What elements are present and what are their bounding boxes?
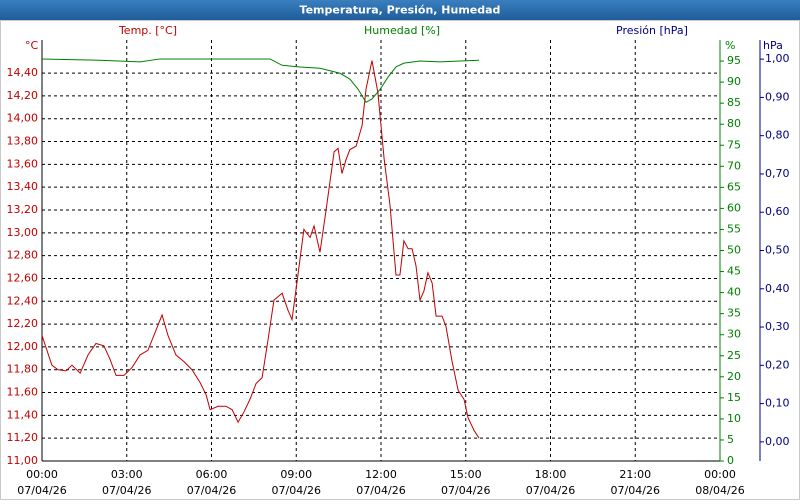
y-tick-label: 12,60 bbox=[7, 271, 39, 284]
legend-entry: Temp. [°C] bbox=[118, 24, 177, 37]
y-tick-label: 11,80 bbox=[7, 363, 39, 376]
y2-tick-label: 55 bbox=[727, 222, 741, 235]
x-tick-date: 07/04/26 bbox=[187, 484, 236, 497]
x-tick-date: 07/04/26 bbox=[272, 484, 321, 497]
x-tick-label: 09:00 bbox=[280, 468, 312, 481]
x-tick-label: 18:00 bbox=[535, 468, 567, 481]
legend-entry: Humedad [%] bbox=[364, 24, 440, 37]
y2-tick-label: 35 bbox=[727, 307, 741, 320]
y3-tick-label: 0,70 bbox=[765, 167, 790, 180]
y3-tick-label: 1,00 bbox=[765, 52, 790, 65]
x-tick-date: 07/04/26 bbox=[17, 484, 66, 497]
y2-tick-label: 70 bbox=[727, 159, 741, 172]
y-unit: °C bbox=[25, 39, 39, 52]
y2-unit: % bbox=[725, 39, 735, 52]
legend-entry: Presión [hPa] bbox=[616, 24, 688, 37]
y2-tick-label: 60 bbox=[727, 201, 741, 214]
series-line bbox=[41, 58, 480, 103]
x-tick-date: 08/04/26 bbox=[695, 484, 744, 497]
x-tick-label: 06:00 bbox=[196, 468, 228, 481]
y3-tick-label: 0,40 bbox=[765, 282, 790, 295]
x-tick-date: 07/04/26 bbox=[611, 484, 660, 497]
y-tick-label: 13,80 bbox=[7, 135, 39, 148]
y-tick-label: 11,20 bbox=[7, 431, 39, 444]
y3-tick-label: 0,20 bbox=[765, 358, 790, 371]
y-tick-label: 12,80 bbox=[7, 249, 39, 262]
x-tick-label: 00:00 bbox=[704, 468, 736, 481]
series-line bbox=[41, 60, 480, 439]
y2-tick-label: 5 bbox=[727, 433, 734, 446]
y-tick-label: 13,20 bbox=[7, 203, 39, 216]
x-tick-date: 07/04/26 bbox=[102, 484, 151, 497]
y3-tick-label: 0,10 bbox=[765, 397, 790, 410]
y-tick-label: 14,20 bbox=[7, 89, 39, 102]
y2-tick-label: 80 bbox=[727, 117, 741, 130]
y-tick-label: 11,40 bbox=[7, 408, 39, 421]
y-tick-label: 11,60 bbox=[7, 386, 39, 399]
x-tick-label: 15:00 bbox=[450, 468, 482, 481]
y2-tick-label: 30 bbox=[727, 328, 741, 341]
y2-tick-label: 15 bbox=[727, 391, 741, 404]
x-tick-label: 21:00 bbox=[619, 468, 651, 481]
x-tick-date: 07/04/26 bbox=[441, 484, 490, 497]
y3-tick-label: 0,60 bbox=[765, 205, 790, 218]
y2-tick-label: 90 bbox=[727, 75, 741, 88]
y2-tick-label: 25 bbox=[727, 349, 741, 362]
y-tick-label: 13,40 bbox=[7, 180, 39, 193]
x-tick-label: 12:00 bbox=[365, 468, 397, 481]
y-tick-label: 13,00 bbox=[7, 226, 39, 239]
y-tick-label: 14,00 bbox=[7, 112, 39, 125]
y3-unit: hPa bbox=[763, 39, 783, 52]
y2-tick-label: 85 bbox=[727, 96, 741, 109]
y-tick-label: 12,20 bbox=[7, 317, 39, 330]
x-tick-date: 07/04/26 bbox=[526, 484, 575, 497]
x-tick-date: 07/04/26 bbox=[356, 484, 405, 497]
y3-tick-label: 0,30 bbox=[765, 320, 790, 333]
x-tick-label: 00:00 bbox=[26, 468, 58, 481]
y3-tick-label: 0,90 bbox=[765, 90, 790, 103]
y2-tick-label: 50 bbox=[727, 244, 741, 257]
y2-tick-label: 10 bbox=[727, 412, 741, 425]
y3-tick-label: 0,80 bbox=[765, 129, 790, 142]
y2-tick-label: 95 bbox=[727, 54, 741, 67]
y3-tick-label: 0,50 bbox=[765, 244, 790, 257]
y2-tick-label: 40 bbox=[727, 286, 741, 299]
y-tick-label: 13,60 bbox=[7, 157, 39, 170]
x-tick-label: 03:00 bbox=[111, 468, 143, 481]
y2-tick-label: 45 bbox=[727, 265, 741, 278]
chart-title: Temperatura, Presión, Humedad bbox=[300, 4, 501, 17]
y2-tick-label: 75 bbox=[727, 138, 741, 151]
y-tick-label: 12,40 bbox=[7, 294, 39, 307]
y3-tick-label: 0,00 bbox=[765, 435, 790, 448]
y2-tick-label: 0 bbox=[727, 454, 734, 467]
title-bar bbox=[0, 0, 800, 20]
y-tick-label: 14,40 bbox=[7, 66, 39, 79]
y2-tick-label: 20 bbox=[727, 370, 741, 383]
y2-tick-label: 65 bbox=[727, 180, 741, 193]
y-tick-label: 12,00 bbox=[7, 340, 39, 353]
y-tick-label: 11,00 bbox=[7, 454, 39, 467]
